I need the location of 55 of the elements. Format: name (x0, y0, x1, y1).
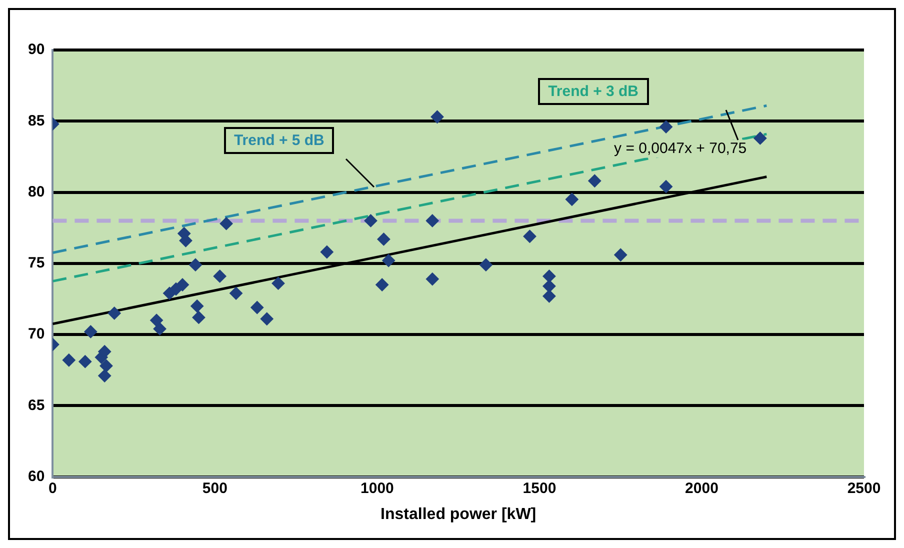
x-tick-label: 2500 (847, 480, 881, 497)
text: Trend + 3 dB (538, 78, 649, 105)
point (542, 280, 556, 293)
point (230, 286, 243, 300)
x-axis-title: Installed power [kW] (380, 506, 536, 523)
annotation: y = 0,0047x + 70,75 (614, 140, 747, 157)
point (565, 192, 578, 206)
point (377, 232, 390, 246)
y-tick-label: 60 (28, 468, 45, 485)
y-tick-label: 80 (28, 183, 45, 200)
point (542, 270, 556, 283)
point (754, 132, 767, 145)
point (179, 234, 192, 248)
point (426, 214, 439, 228)
point (542, 290, 556, 303)
y-tick-label: 70 (28, 326, 45, 343)
y-tick-label: 90 (28, 41, 45, 58)
point (250, 301, 264, 314)
point (220, 217, 233, 230)
point (176, 278, 189, 292)
point (108, 306, 121, 320)
x-tick-label: 1000 (360, 480, 394, 497)
point (660, 120, 673, 134)
point (426, 272, 439, 286)
point (153, 322, 166, 336)
point (98, 369, 112, 382)
point (150, 314, 164, 327)
point (430, 110, 444, 124)
x-tick-label: 500 (202, 480, 228, 497)
point (588, 174, 602, 188)
point (192, 310, 206, 324)
point (62, 354, 76, 367)
point (188, 258, 202, 272)
text: Trend + 5 dB (224, 126, 334, 154)
y-tick-label: 65 (28, 396, 45, 414)
y-tick-label: 75 (28, 254, 45, 272)
point (78, 355, 92, 368)
point (376, 278, 389, 292)
point (614, 248, 628, 262)
point (100, 359, 113, 372)
y-tick-label: 85 (28, 112, 45, 130)
point (382, 254, 396, 268)
point (320, 246, 334, 259)
point (523, 230, 536, 243)
point (364, 214, 378, 228)
point (660, 180, 673, 194)
x-tick-label: 2000 (685, 480, 718, 497)
point (479, 258, 492, 272)
point (190, 300, 204, 313)
point (260, 312, 274, 326)
point (213, 270, 226, 283)
point (84, 325, 98, 338)
x-tick-label: 1500 (522, 480, 556, 497)
point (272, 276, 285, 290)
x-tick-label: 0 (48, 480, 57, 497)
